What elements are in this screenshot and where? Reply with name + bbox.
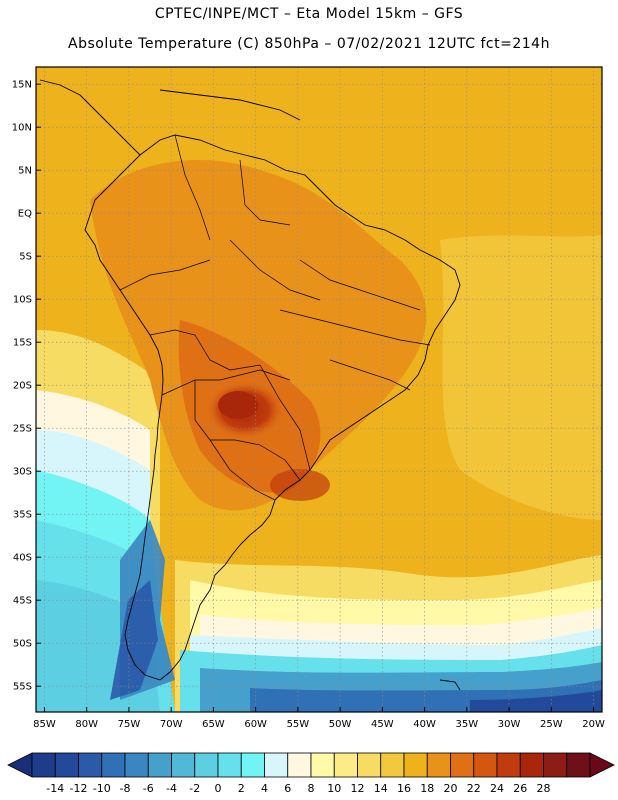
lat-tick-label: 40S — [13, 553, 32, 564]
lat-tick-label: 45S — [13, 596, 32, 607]
colorbar-swatch — [54, 752, 79, 778]
lon-tick-label: 50W — [329, 719, 352, 730]
lat-tick-label: 10N — [12, 123, 32, 134]
map-frame — [35, 66, 603, 713]
colorbar-label: -14 — [46, 782, 64, 795]
colorbar-label: 16 — [397, 782, 411, 795]
colorbar-swatch — [78, 752, 103, 778]
colorbar-swatch — [426, 752, 451, 778]
lon-tick-label: 55W — [287, 719, 310, 730]
map-title-line-1: CPTEC/INPE/MCT – Eta Model 15km – GFS — [154, 6, 464, 22]
latitude-axis: 15N 10N 5N EQ 5S 10S 15S 20S 25S 30S 35S 40S 45S 50S 5… — [12, 80, 41, 693]
colorbar-label: -8 — [120, 782, 131, 795]
temperature-field — [36, 67, 602, 712]
lon-tick-label: 35W — [456, 719, 479, 730]
country-borders — [119, 134, 431, 501]
lon-tick-label: 40W — [413, 719, 436, 730]
colorbar-swatch — [357, 752, 382, 778]
colorbar-swatch — [147, 752, 172, 778]
lon-tick-label: 60W — [244, 719, 267, 730]
lon-tick-label: 85W — [33, 719, 56, 730]
lat-tick-label: EQ — [18, 209, 32, 220]
colorbar-swatch — [171, 752, 196, 778]
colorbar-swatch — [450, 752, 475, 778]
lon-tick-label: 70W — [160, 719, 183, 730]
colorbar-swatch — [101, 752, 126, 778]
lat-tick-label: 5N — [18, 166, 32, 177]
colorbar-swatch — [264, 752, 289, 778]
lon-tick-label: 75W — [118, 719, 141, 730]
lon-tick-label: 45W — [371, 719, 394, 730]
colorbar-label: 2 — [238, 782, 245, 795]
colorbar-swatch — [380, 752, 405, 778]
colorbar-swatch — [566, 752, 591, 778]
colorbar-over-arrow — [589, 752, 615, 778]
colorbar-label: 14 — [374, 782, 388, 795]
colorbar-swatch — [519, 752, 544, 778]
colorbar-label: 8 — [308, 782, 315, 795]
lat-tick-label: 30S — [13, 467, 32, 478]
colorbar-swatch — [287, 752, 312, 778]
colorbar-swatch — [217, 752, 242, 778]
longitude-axis: 85W 80W 75W 70W 65W 60W 55W 50W 45W 40W 35W 30W 25W 2… — [33, 707, 605, 730]
lat-tick-label: 55S — [13, 682, 32, 693]
colorbar-label: -10 — [93, 782, 111, 795]
colorbar-label: 20 — [444, 782, 458, 795]
lat-tick-label: 35S — [13, 510, 32, 521]
colorbar-swatch — [543, 752, 568, 778]
map-title-line-2: Absolute Temperature (C) 850hPa – 07/02/… — [68, 36, 550, 52]
colorbar-label: 0 — [215, 782, 222, 795]
lat-tick-label: 50S — [13, 639, 32, 650]
colorbar-swatch — [31, 752, 56, 778]
colorbar: -14 -12 -10 -8 -6 -4 -2 0 2 4 6 8 10 12 14 16 18 20 22 24 26… — [7, 752, 615, 795]
colorbar-swatch — [496, 752, 521, 778]
lon-tick-label: 65W — [202, 719, 225, 730]
lon-tick-label: 25W — [540, 719, 563, 730]
lon-tick-label: 20W — [582, 719, 605, 730]
colorbar-label: 4 — [261, 782, 268, 795]
colorbar-label: 24 — [490, 782, 504, 795]
colorbar-swatch — [124, 752, 149, 778]
lat-tick-label: 15S — [13, 338, 32, 349]
colorbar-label: 10 — [327, 782, 341, 795]
coastlines — [39, 79, 461, 691]
colorbar-swatch — [473, 752, 498, 778]
colorbar-label: 18 — [420, 782, 434, 795]
colorbar-under-arrow — [7, 752, 33, 778]
colorbar-swatch — [333, 752, 358, 778]
colorbar-swatch — [310, 752, 335, 778]
colorbar-label: 12 — [351, 782, 365, 795]
lon-tick-label: 80W — [75, 719, 98, 730]
lat-tick-label: 15N — [12, 80, 32, 91]
lat-tick-label: 25S — [13, 424, 32, 435]
colorbar-label: 22 — [467, 782, 481, 795]
colorbar-swatch — [194, 752, 219, 778]
colorbar-label: -6 — [143, 782, 154, 795]
colorbar-label: -12 — [70, 782, 88, 795]
lon-tick-label: 30W — [498, 719, 521, 730]
colorbar-swatch — [240, 752, 265, 778]
colorbar-label: -2 — [189, 782, 200, 795]
colorbar-label: 28 — [537, 782, 551, 795]
colorbar-label: -4 — [166, 782, 177, 795]
colorbar-swatch — [403, 752, 428, 778]
colorbar-label: 26 — [513, 782, 527, 795]
graticule — [36, 67, 602, 712]
lat-tick-label: 10S — [13, 295, 32, 306]
lat-tick-label: 5S — [19, 252, 32, 263]
colorbar-label: 6 — [284, 782, 291, 795]
lat-tick-label: 20S — [13, 381, 32, 392]
